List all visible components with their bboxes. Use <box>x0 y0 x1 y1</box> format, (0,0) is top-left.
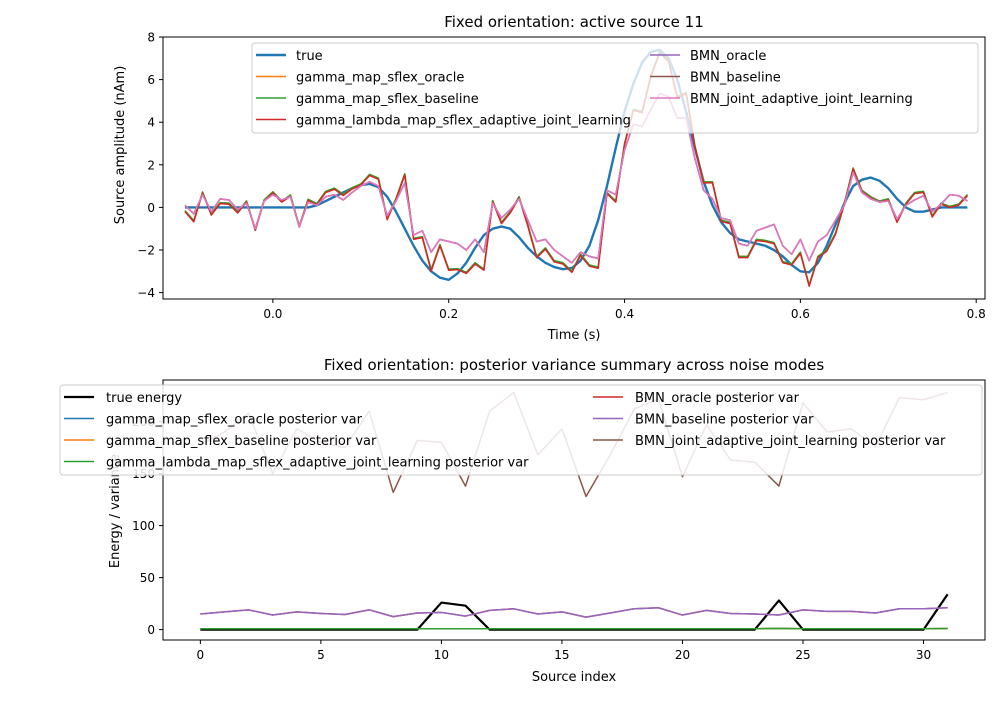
amplitude-x-tick-label: 0.8 <box>967 307 986 321</box>
variance-legend-label: true energy <box>106 391 182 406</box>
amplitude-y-tick-label: 0 <box>147 201 155 215</box>
amplitude-chart: Fixed orientation: active source 11 Sour… <box>113 13 986 343</box>
variance-x-tick-label: 0 <box>197 648 205 662</box>
amplitude-legend-label: true <box>296 49 323 64</box>
amplitude-legend-label: BMN_joint_adaptive_joint_learning <box>690 92 913 107</box>
amplitude-x-tick-label: 0.0 <box>263 307 282 321</box>
variance-y-tick-label: 100 <box>132 519 155 533</box>
variance-x-tick-label: 10 <box>434 648 449 662</box>
amplitude-chart-x-label: Time (s) <box>547 328 601 343</box>
variance-x-tick-label: 25 <box>795 648 810 662</box>
variance-series-line-5 <box>200 608 947 617</box>
variance-x-tick-label: 5 <box>317 648 325 662</box>
variance-legend-label: gamma_map_sflex_oracle posterior var <box>106 413 363 428</box>
variance-x-tick-label: 15 <box>554 648 569 662</box>
variance-x-tick-label: 30 <box>916 648 931 662</box>
amplitude-x-tick-label: 0.4 <box>615 307 634 321</box>
amplitude-chart-y-label-group: Source amplitude (nAm) <box>113 66 128 225</box>
amplitude-x-tick-label: 0.2 <box>439 307 458 321</box>
amplitude-chart-title: Fixed orientation: active source 11 <box>444 13 704 31</box>
amplitude-y-tick-label: −4 <box>137 286 155 300</box>
variance-chart-legend: true energy gamma_map_sflex_oracle poster… <box>60 385 982 475</box>
amplitude-x-tick-label: 0.6 <box>791 307 810 321</box>
amplitude-legend-label: gamma_map_sflex_oracle <box>296 71 464 86</box>
amplitude-chart-y-label: Source amplitude (nAm) <box>113 66 128 225</box>
variance-y-tick-label: 50 <box>140 571 155 585</box>
amplitude-y-tick-label: 6 <box>147 73 155 87</box>
amplitude-y-tick-label: 4 <box>147 116 155 130</box>
amplitude-y-tick-label: 8 <box>147 31 155 45</box>
variance-x-tick-label: 20 <box>675 648 690 662</box>
variance-legend-label: BMN_oracle posterior var <box>635 391 800 406</box>
variance-y-tick-label: 0 <box>147 623 155 637</box>
variance-legend-label: BMN_joint_adaptive_joint_learning poster… <box>635 434 946 449</box>
variance-legend-label: gamma_map_sflex_baseline posterior var <box>106 434 377 449</box>
amplitude-y-tick-label: 2 <box>147 158 155 172</box>
variance-legend-label: BMN_baseline posterior var <box>635 413 814 428</box>
variance-chart-title: Fixed orientation: posterior variance su… <box>324 356 825 374</box>
variance-chart: Fixed orientation: posterior variance su… <box>60 356 985 685</box>
amplitude-legend-label: BMN_baseline <box>690 71 781 86</box>
amplitude-legend-label: gamma_lambda_map_sflex_adaptive_joint_le… <box>296 114 631 129</box>
variance-chart-x-label: Source index <box>532 670 617 685</box>
amplitude-chart-legend: true gamma_map_sflex_oracle gamma_map_sfle… <box>252 43 978 133</box>
amplitude-legend-label: gamma_map_sflex_baseline <box>296 92 479 107</box>
variance-legend-label: gamma_lambda_map_sflex_adaptive_joint_le… <box>106 456 529 471</box>
amplitude-legend-label: BMN_oracle <box>690 49 766 64</box>
amplitude-y-tick-label: −2 <box>137 244 155 258</box>
